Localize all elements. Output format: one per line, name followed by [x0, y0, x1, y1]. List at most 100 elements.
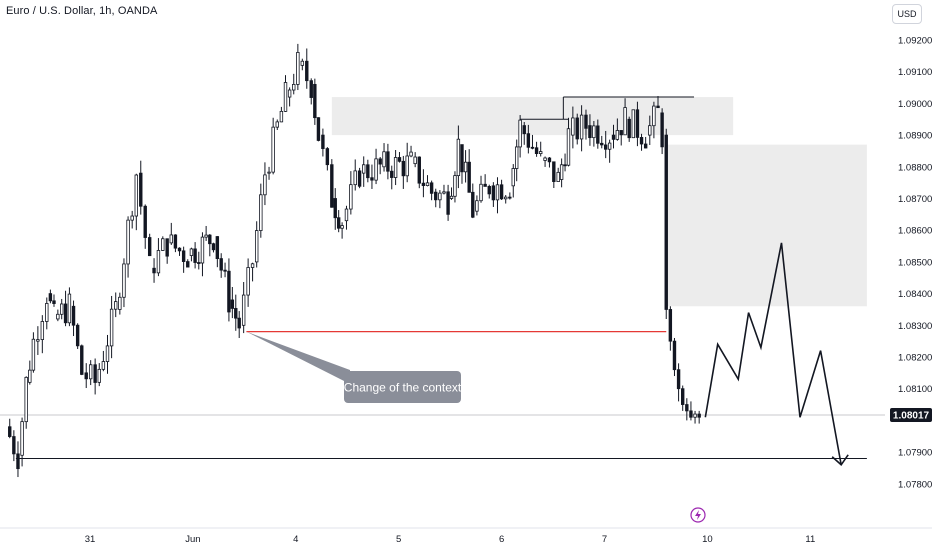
candle-body: [165, 238, 169, 257]
candle-body: [230, 299, 235, 309]
x-tick-label: 31: [85, 534, 96, 545]
candle-body: [390, 170, 394, 178]
candle-body: [20, 421, 24, 456]
candle-body: [409, 151, 413, 157]
candle-body: [309, 80, 313, 98]
candle-body: [417, 156, 421, 184]
candle-body: [300, 60, 305, 66]
x-tick-label: 6: [499, 534, 504, 545]
candle-body: [579, 114, 584, 140]
candle-body: [126, 219, 130, 265]
candle-body: [571, 117, 575, 136]
candle-body: [453, 175, 457, 197]
candle-body: [330, 164, 334, 208]
callout-text: Change of the context: [344, 381, 462, 395]
x-tick-label: 7: [602, 534, 607, 545]
candle-body: [173, 234, 178, 249]
candle-body: [386, 151, 390, 172]
candle-body: [611, 134, 616, 140]
candle-body: [534, 147, 539, 154]
candle-body: [401, 160, 406, 177]
candle-body: [543, 157, 547, 161]
candle-body: [504, 196, 508, 200]
candle-body: [672, 340, 677, 371]
candle-body: [316, 117, 321, 141]
candle-body: [292, 83, 296, 91]
candle-body: [193, 248, 197, 263]
candle-body: [28, 369, 32, 383]
candle-body: [204, 234, 208, 238]
candle-body: [186, 261, 190, 268]
candle-body: [522, 125, 526, 135]
x-tick-label: 5: [396, 534, 401, 545]
candle-body: [607, 142, 612, 150]
candle-body: [483, 183, 487, 187]
candle-body: [105, 345, 110, 362]
candle-body: [442, 191, 446, 194]
candle-body: [259, 194, 263, 231]
candle-body: [615, 130, 620, 140]
candle-body: [643, 143, 648, 149]
candle-body: [349, 184, 353, 210]
candle-body: [219, 258, 223, 271]
candle-body: [8, 426, 12, 437]
current-price-label: 1.08017: [893, 411, 930, 422]
candle-body: [197, 262, 201, 264]
candle-body: [491, 185, 496, 201]
current-price-tag: [890, 408, 932, 423]
candle-body: [604, 144, 608, 150]
callout-pointer: [246, 331, 350, 384]
candle-body: [263, 174, 267, 196]
candle-body: [588, 125, 592, 139]
projection-arrowhead: [831, 454, 849, 466]
candle-body: [413, 156, 417, 165]
candle-body: [438, 192, 442, 201]
candle-body: [487, 186, 491, 195]
currency-button[interactable]: USD: [892, 4, 922, 24]
x-tick-label: Jun: [185, 534, 200, 545]
candle-body: [181, 250, 186, 262]
candle-body: [559, 164, 564, 180]
candle-body: [189, 248, 194, 256]
y-tick-label: 1.09000: [898, 99, 932, 110]
candle-body: [584, 114, 588, 129]
candle-body: [271, 126, 275, 173]
candle-body: [357, 170, 362, 187]
callout-box: [344, 371, 461, 403]
candle-body: [664, 134, 668, 310]
y-tick-label: 1.08100: [898, 384, 932, 395]
y-tick-label: 1.08300: [898, 321, 932, 332]
zones-layer: [331, 97, 867, 307]
candle-body: [456, 138, 461, 177]
candle-body: [405, 155, 409, 177]
candle-body: [656, 105, 660, 109]
candle-body: [514, 146, 519, 169]
candle-body: [425, 182, 430, 187]
y-tick-label: 1.08900: [898, 131, 932, 142]
candle-body: [508, 196, 512, 199]
y-tick-label: 1.07900: [898, 448, 932, 459]
candle-body: [31, 338, 36, 371]
candle-body: [208, 234, 212, 245]
candle-body: [223, 269, 227, 272]
candle-body: [118, 296, 122, 310]
candle-body: [122, 263, 126, 298]
candle-body: [471, 191, 475, 218]
candle-body: [279, 110, 284, 123]
candle-body: [241, 294, 246, 326]
candle-body: [370, 177, 374, 181]
candle-body: [254, 230, 259, 263]
supply-zone-top: [331, 97, 734, 136]
candle-body: [80, 345, 84, 375]
candle-body: [275, 121, 279, 128]
candle-body: [693, 413, 697, 418]
candle-body: [114, 301, 118, 310]
candle-body: [287, 89, 292, 98]
x-tick-label: 10: [702, 534, 713, 545]
candle-body: [152, 267, 156, 274]
candle-body: [600, 142, 604, 146]
candle-body: [631, 109, 636, 139]
candle-body: [467, 161, 471, 193]
candle-body: [619, 130, 623, 136]
